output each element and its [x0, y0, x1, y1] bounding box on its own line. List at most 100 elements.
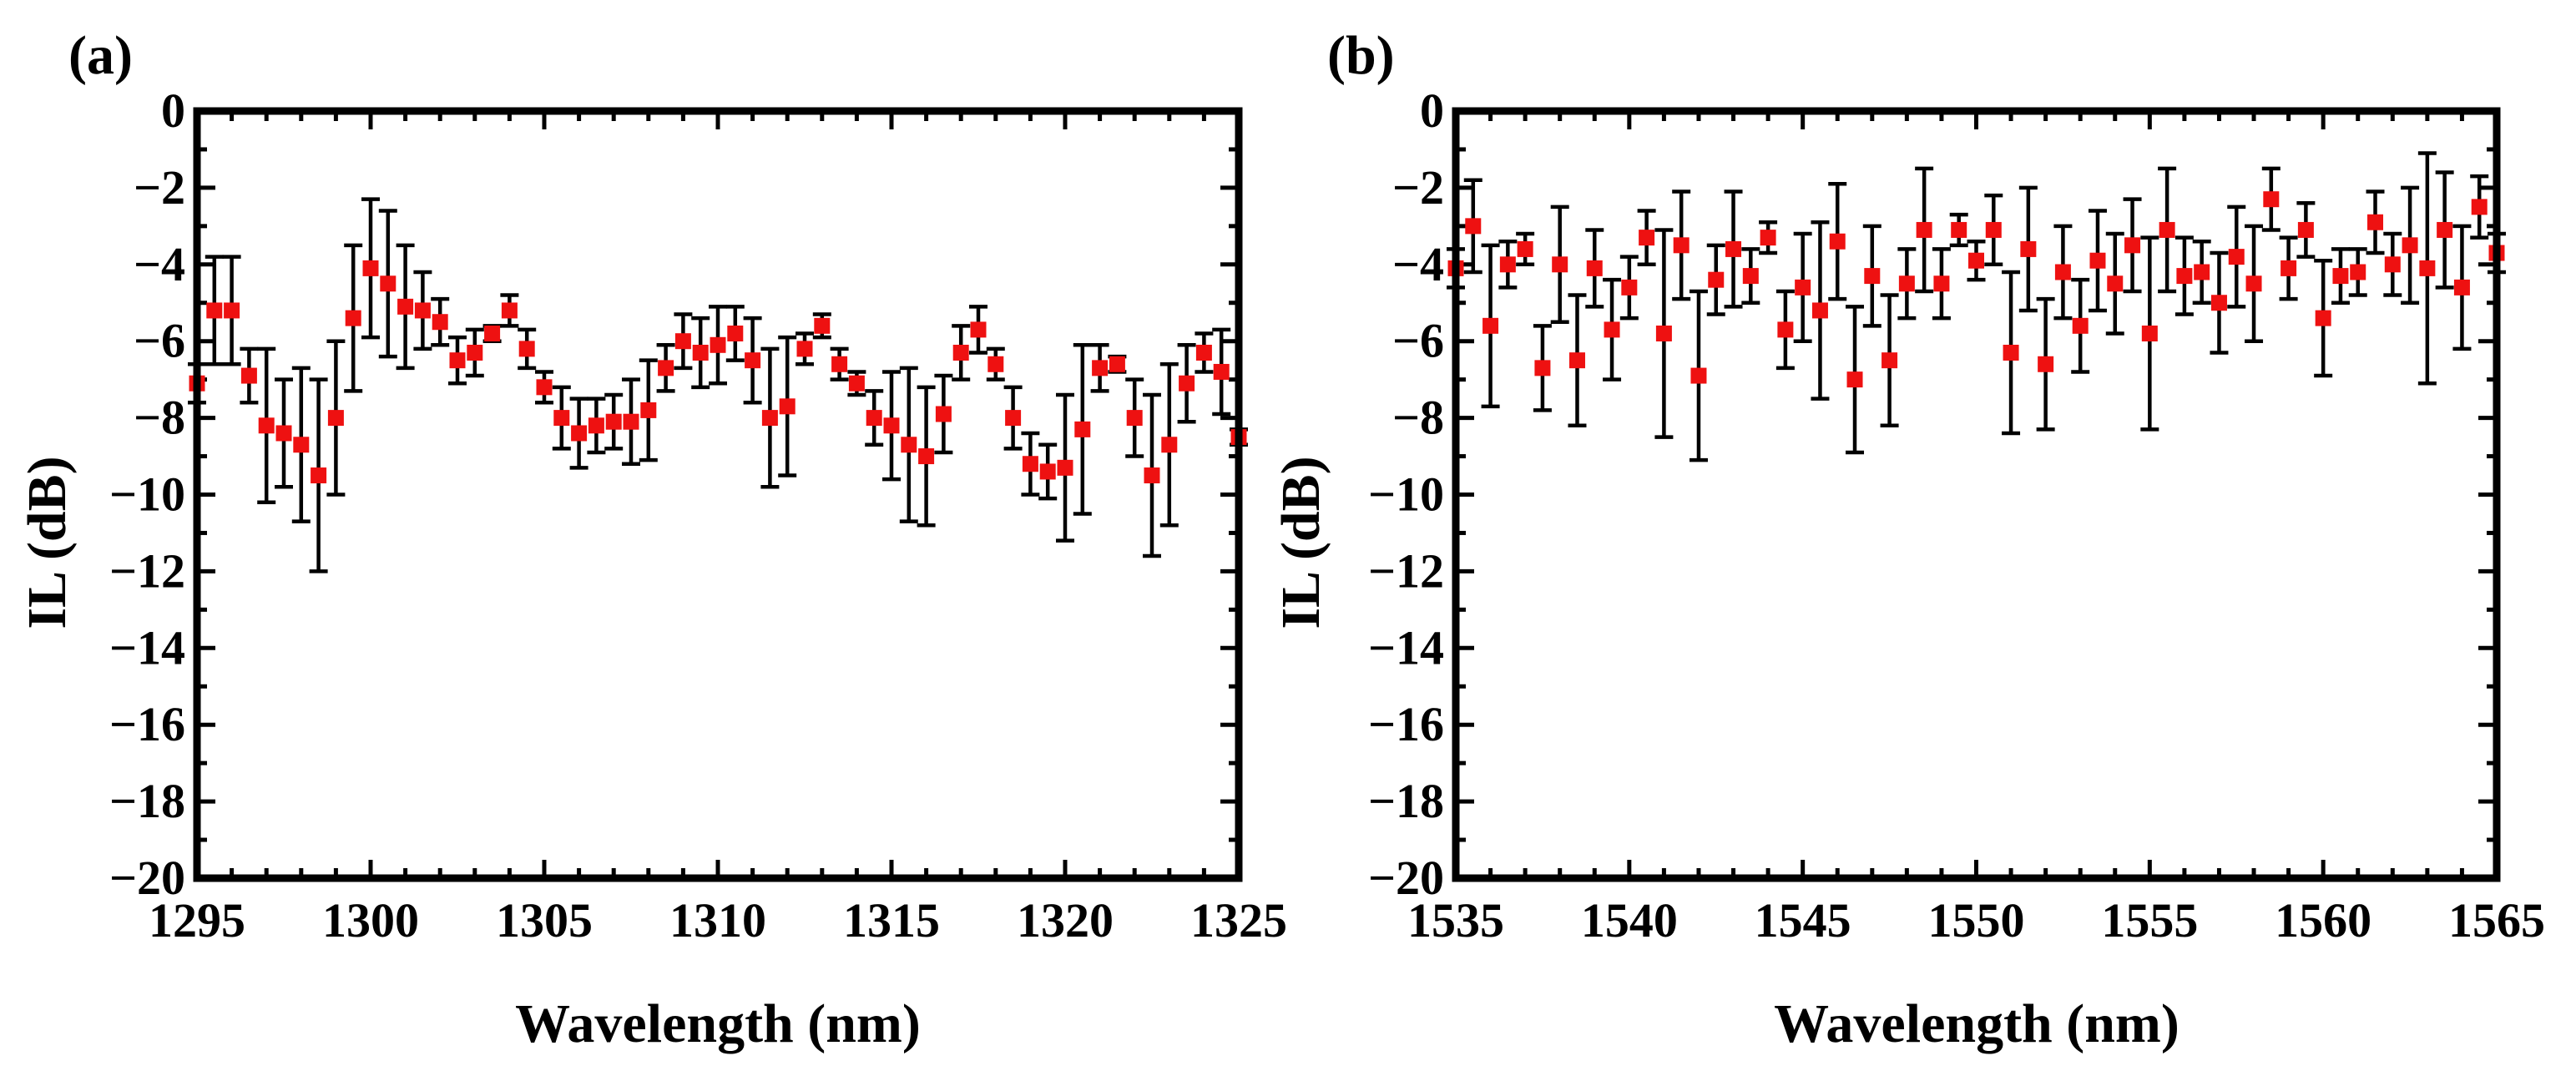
data-point-b	[1655, 326, 1672, 342]
data-point-a	[987, 356, 1004, 372]
data-point-b	[1465, 218, 1482, 235]
data-point-b	[1951, 221, 1967, 238]
data-point-a	[571, 425, 588, 442]
data-point-a	[467, 344, 483, 361]
data-point-a	[484, 326, 501, 342]
data-point-b	[2194, 264, 2210, 280]
y-tick-label-a: −2	[134, 160, 185, 215]
data-point-a	[293, 437, 310, 453]
data-point-b	[2089, 252, 2106, 269]
data-point-a	[814, 317, 831, 334]
panel-label-a: (a)	[68, 25, 133, 86]
data-point-a	[727, 326, 744, 342]
data-point-a	[901, 437, 917, 453]
data-point-a	[1074, 421, 1091, 437]
data-point-a	[605, 413, 622, 430]
y-tick-label-a: −14	[109, 620, 185, 674]
data-point-b	[1985, 221, 2002, 238]
y-tick-label-a: −4	[134, 237, 185, 291]
data-point-b	[1898, 275, 1915, 292]
data-point-b	[2020, 240, 2037, 257]
data-point-a	[970, 321, 987, 338]
data-point-b	[2245, 275, 2262, 292]
data-point-b	[2384, 256, 2401, 273]
y-tick-label-b: −20	[1368, 851, 1444, 905]
y-tick-label-a: 0	[161, 83, 185, 138]
data-point-a	[588, 417, 604, 434]
data-point-b	[1552, 256, 1568, 273]
data-point-b	[1690, 367, 1707, 384]
data-point-b	[1760, 230, 1776, 246]
data-point-a	[518, 341, 535, 357]
y-tick-label-a: −8	[134, 391, 185, 445]
data-point-b	[2263, 191, 2280, 208]
data-point-a	[1144, 467, 1160, 484]
x-tick-label-a: 1310	[669, 893, 766, 947]
data-point-a	[327, 410, 344, 427]
data-point-a	[658, 360, 674, 376]
y-tick-label-b: −8	[1392, 391, 1444, 445]
data-point-a	[1092, 360, 1109, 376]
y-axis-title-a: IL (dB)	[17, 456, 78, 629]
data-point-b	[2228, 249, 2245, 265]
data-point-a	[692, 344, 709, 361]
data-point-a	[362, 260, 379, 276]
panel-b: (b) Wavelength (nm) IL (dB) 0 −2 −4 −6 −8 −10…	[1270, 25, 2545, 1054]
plot-frame-a	[193, 107, 1243, 882]
data-point-a	[536, 379, 553, 396]
data-point-a	[1022, 456, 1038, 472]
data-point-b	[2281, 260, 2297, 276]
data-point-b	[2471, 199, 2488, 215]
data-point-b	[2072, 317, 2089, 334]
data-point-b	[2315, 310, 2331, 326]
data-point-a	[623, 413, 639, 430]
data-point-a	[397, 298, 414, 315]
data-point-a	[831, 356, 848, 372]
data-point-a	[1126, 410, 1143, 427]
y-tick-label-b: −18	[1368, 774, 1444, 828]
y-tick-label-b: −4	[1392, 237, 1444, 291]
data-point-b	[1482, 317, 1499, 334]
data-point-b	[2437, 221, 2453, 238]
data-point-a	[414, 302, 431, 319]
data-point-b	[2297, 221, 2314, 238]
y-tick-label-b: −12	[1368, 543, 1444, 598]
data-point-a	[1057, 459, 1073, 476]
data-point-b	[1604, 321, 1620, 338]
data-point-b	[2402, 237, 2418, 254]
data-point-b	[1846, 371, 1863, 388]
data-point-b	[1742, 268, 1759, 285]
data-point-a	[935, 406, 952, 422]
data-point-b	[1639, 230, 1655, 246]
y-tick-label-b: −6	[1392, 314, 1444, 368]
data-point-b	[2350, 264, 2366, 280]
data-point-b	[2332, 268, 2349, 285]
data-point-a	[1179, 375, 1195, 392]
data-point-a	[311, 467, 327, 484]
data-point-a	[848, 375, 865, 392]
data-point-b	[1795, 279, 1811, 296]
x-tick-label-b: 1550	[1928, 893, 2025, 947]
data-point-a	[240, 367, 257, 384]
x-tick-label-a: 1315	[843, 893, 940, 947]
y-tick-label-b: −16	[1368, 697, 1444, 751]
data-point-a	[1195, 344, 1212, 361]
data-point-b	[2107, 275, 2124, 292]
x-tick-label-a: 1320	[1017, 893, 1114, 947]
y-tick-label-b: −2	[1392, 160, 1444, 215]
data-point-b	[1708, 271, 1725, 288]
y-tick-label-a: −18	[109, 774, 185, 828]
y-tick-label-b: −14	[1368, 620, 1444, 674]
data-point-b	[2159, 221, 2175, 238]
data-point-b	[1881, 352, 1898, 369]
data-point-a	[206, 302, 223, 319]
data-point-b	[2124, 237, 2141, 254]
x-tick-label-b: 1535	[1407, 893, 1504, 947]
data-point-b	[1916, 221, 1932, 238]
data-point-b	[1829, 233, 1846, 250]
x-tick-label-b: 1555	[2101, 893, 2198, 947]
data-point-a	[432, 314, 448, 331]
data-point-a	[761, 410, 778, 427]
data-point-a	[674, 333, 691, 350]
data-point-b	[1673, 237, 1690, 254]
